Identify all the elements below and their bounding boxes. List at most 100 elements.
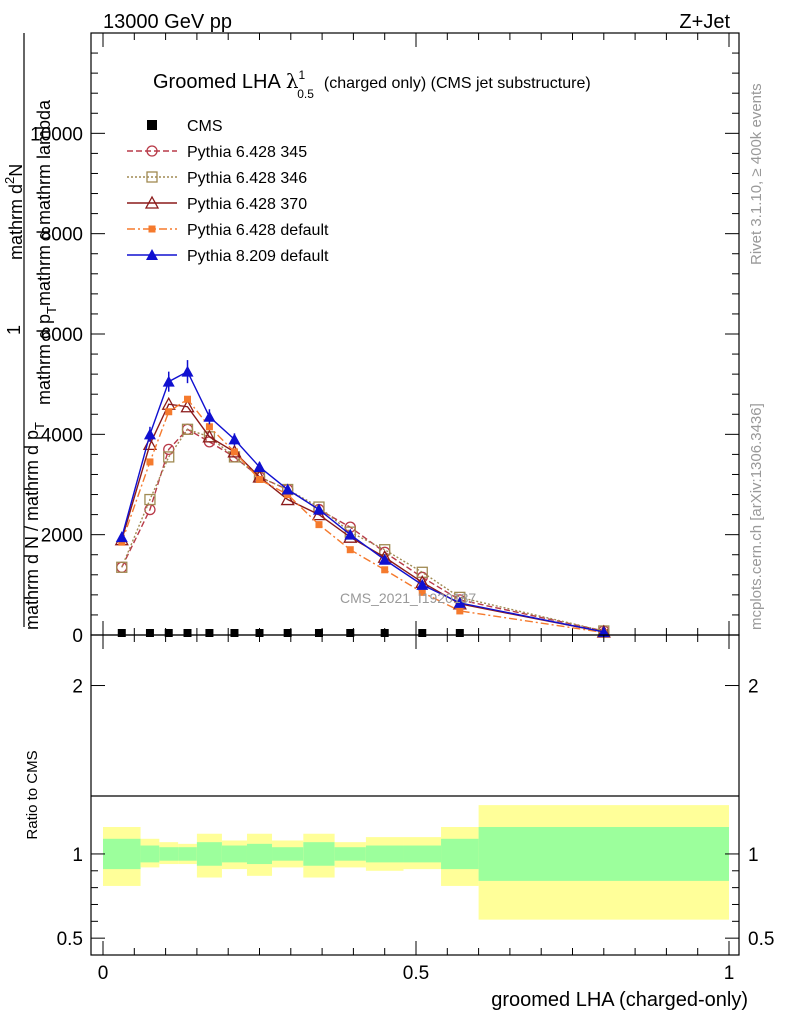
data-point-cms [455, 629, 464, 637]
ratio-band-inner [478, 827, 729, 881]
legend-marker [148, 225, 156, 233]
data-point-cms [145, 629, 154, 637]
main-panel: 1 mathrm d N / mathrm d pT mathrm d2N ma… [2, 32, 740, 647]
legend-label: Pythia 6.428 370 [187, 196, 307, 213]
chart-title-symbol: λ [286, 69, 299, 93]
legend-item-p6def: Pythia 6.428 default [127, 222, 329, 239]
main-y-label-denominator: mathrm d N / mathrm d p [22, 430, 42, 630]
main-y-label-line2-group: mathrm d pTmathrm d mathrm lambda [34, 99, 59, 405]
ratio-band-inner [178, 847, 197, 861]
legend-marker [146, 171, 158, 183]
data-point-p8def [253, 460, 266, 472]
data-point-p8def [162, 375, 175, 387]
data-point-p370 [202, 429, 217, 443]
data-point-cms [418, 629, 427, 637]
data-point-p346 [181, 423, 194, 435]
ratio-y-tick-label-right: 0.5 [748, 929, 774, 950]
data-point-cms [255, 629, 264, 637]
series-p8def [115, 360, 610, 637]
ratio-y-tick-label-right: 2 [748, 677, 759, 698]
main-y-label-line1-sup: 2 [2, 177, 17, 184]
ratio-y-tick-label-right: 1 [748, 845, 759, 866]
data-point-p8def [597, 625, 610, 637]
data-point-cms [346, 629, 355, 637]
data-point-p346 [116, 561, 128, 573]
data-point-p6def [118, 538, 126, 546]
chart-title-sup: 1 [299, 68, 306, 82]
legend-item-p346: Pythia 6.428 346 [127, 170, 307, 187]
main-y-label: 1 [4, 325, 24, 335]
main-y-label-line2: mathrm d p [34, 314, 54, 405]
x-axis-label: groomed LHA (charged-only) [491, 989, 748, 1011]
ratio-band-inner [334, 847, 366, 861]
main-y-label-line1: mathrm d [6, 184, 26, 260]
legend-marker [146, 145, 158, 157]
data-point-p8def [115, 531, 128, 543]
data-point-p6def [165, 408, 173, 416]
data-point-p346 [163, 451, 175, 463]
legend: CMS Pythia 6.428 345 Pythia 6.428 346 Pythi… [127, 118, 329, 265]
ratio-band-inner [140, 845, 160, 863]
series-line-p8def [121, 370, 604, 633]
ratio-band-inner [196, 842, 222, 866]
ratio-y-label: Ratio to CMS [24, 750, 41, 839]
data-point-p370 [180, 399, 195, 413]
main-y-tick-label: 0 [72, 626, 83, 647]
data-point-p8def [143, 428, 156, 440]
ratio-y-tick-label: 2 [72, 677, 83, 698]
main-y-label-denominator-group: mathrm d N / mathrm d pT [22, 422, 47, 630]
legend-label: Pythia 6.428 default [187, 222, 329, 239]
ratio-band-inner [403, 845, 442, 863]
legend-item-cms: CMS [147, 118, 223, 135]
x-tick-label: 0 [98, 963, 109, 984]
data-point-p8def [228, 433, 241, 445]
data-point-p6def [146, 458, 154, 466]
main-y-axis: 1 mathrm d N / mathrm d pT mathrm d2N ma… [2, 33, 59, 630]
data-point-cms [380, 629, 389, 637]
ratio-y-tick-label: 0.5 [57, 929, 83, 950]
data-point-p370 [280, 492, 295, 506]
rivet-label: Rivet 3.1.10, ≥ 400k events [748, 83, 765, 265]
data-point-cms [283, 629, 292, 637]
data-point-p8def [416, 578, 429, 590]
chart-title-text: Groomed LHA [153, 71, 281, 93]
ratio-panel: 0.5 0.5 1 1 2 2 0 0.5 1 Ratio to CMS groomed LHA… [24, 634, 774, 1011]
main-y-label-denominator-sub: T [32, 422, 47, 430]
data-point-cms [183, 629, 192, 637]
svg-text:mathrm d N / mathrm d pT: mathrm d N / mathrm d pT [22, 422, 47, 630]
watermark: CMS_2021_I1920187 [340, 590, 476, 606]
data-point-p8def [453, 596, 466, 608]
ratio-band-inner [272, 847, 304, 861]
data-point-p346 [144, 493, 156, 506]
svg-text:mathrm d2N: mathrm d2N [2, 164, 26, 260]
chart-title-suffix: (charged only) (CMS jet substructure) [324, 75, 591, 92]
data-point-cms [164, 629, 173, 637]
legend-item-p8def: Pythia 8.209 default [127, 248, 329, 265]
ratio-frame [90, 634, 740, 956]
main-y-label-numerator-group: mathrm d2N [2, 164, 26, 260]
data-point-cms [314, 629, 323, 637]
legend-label: Pythia 8.209 default [187, 248, 329, 265]
main-y-label-line2-b: mathrm d mathrm lambda [34, 99, 54, 306]
data-point-p6def [284, 491, 292, 499]
ratio-band-inner [221, 845, 247, 863]
data-point-p6def [256, 475, 263, 483]
series-p6def [118, 395, 608, 636]
data-point-p8def [203, 410, 216, 422]
header-process: Z+Jet [679, 11, 730, 33]
legend-label: Pythia 6.428 346 [187, 170, 307, 187]
ratio-y-tick-label: 1 [72, 845, 83, 866]
svg-text:mathrm d pTmathrm d mathrm lam: mathrm d pTmathrm d mathrm lambda [34, 99, 59, 405]
main-y-tick-label: 10000 [30, 124, 83, 145]
legend-item-p370: Pythia 6.428 370 [127, 195, 307, 213]
ratio-band-inner [246, 843, 273, 865]
legend-marker [144, 195, 160, 209]
main-y-tick-label: 2000 [41, 526, 83, 547]
main-y-label-one: 1 [4, 325, 24, 335]
data-point-cms [117, 629, 126, 637]
data-point-p6def [184, 395, 192, 403]
data-point-cms [205, 629, 214, 637]
header-energy: 13000 GeV pp [103, 11, 232, 33]
data-point-p6def [418, 588, 426, 596]
legend-label: Pythia 6.428 345 [187, 144, 307, 161]
